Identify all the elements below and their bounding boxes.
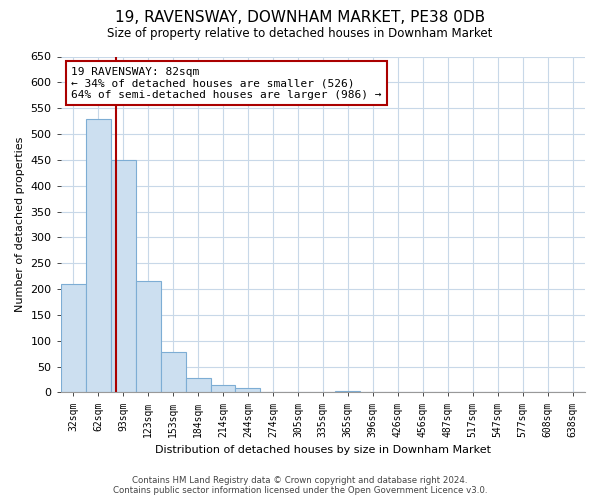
Bar (86, 118, 110, 392)
X-axis label: Distribution of detached houses by size in Downham Market: Distribution of detached houses by size … (155, 445, 491, 455)
Text: 19 RAVENSWAY: 82sqm
← 34% of detached houses are smaller (526)
64% of semi-detac: 19 RAVENSWAY: 82sqm ← 34% of detached ho… (71, 66, 382, 100)
Y-axis label: Number of detached properties: Number of detached properties (15, 137, 25, 312)
Bar (161, 352, 185, 393)
Text: 19, RAVENSWAY, DOWNHAM MARKET, PE38 0DB: 19, RAVENSWAY, DOWNHAM MARKET, PE38 0DB (115, 10, 485, 25)
Text: Contains HM Land Registry data © Crown copyright and database right 2024.
Contai: Contains HM Land Registry data © Crown c… (113, 476, 487, 495)
Bar (110, 160, 136, 392)
Bar (61, 284, 86, 393)
Bar (136, 282, 161, 393)
Bar (211, 384, 235, 392)
Bar (235, 388, 260, 392)
Bar (185, 378, 211, 392)
Text: Size of property relative to detached houses in Downham Market: Size of property relative to detached ho… (107, 28, 493, 40)
